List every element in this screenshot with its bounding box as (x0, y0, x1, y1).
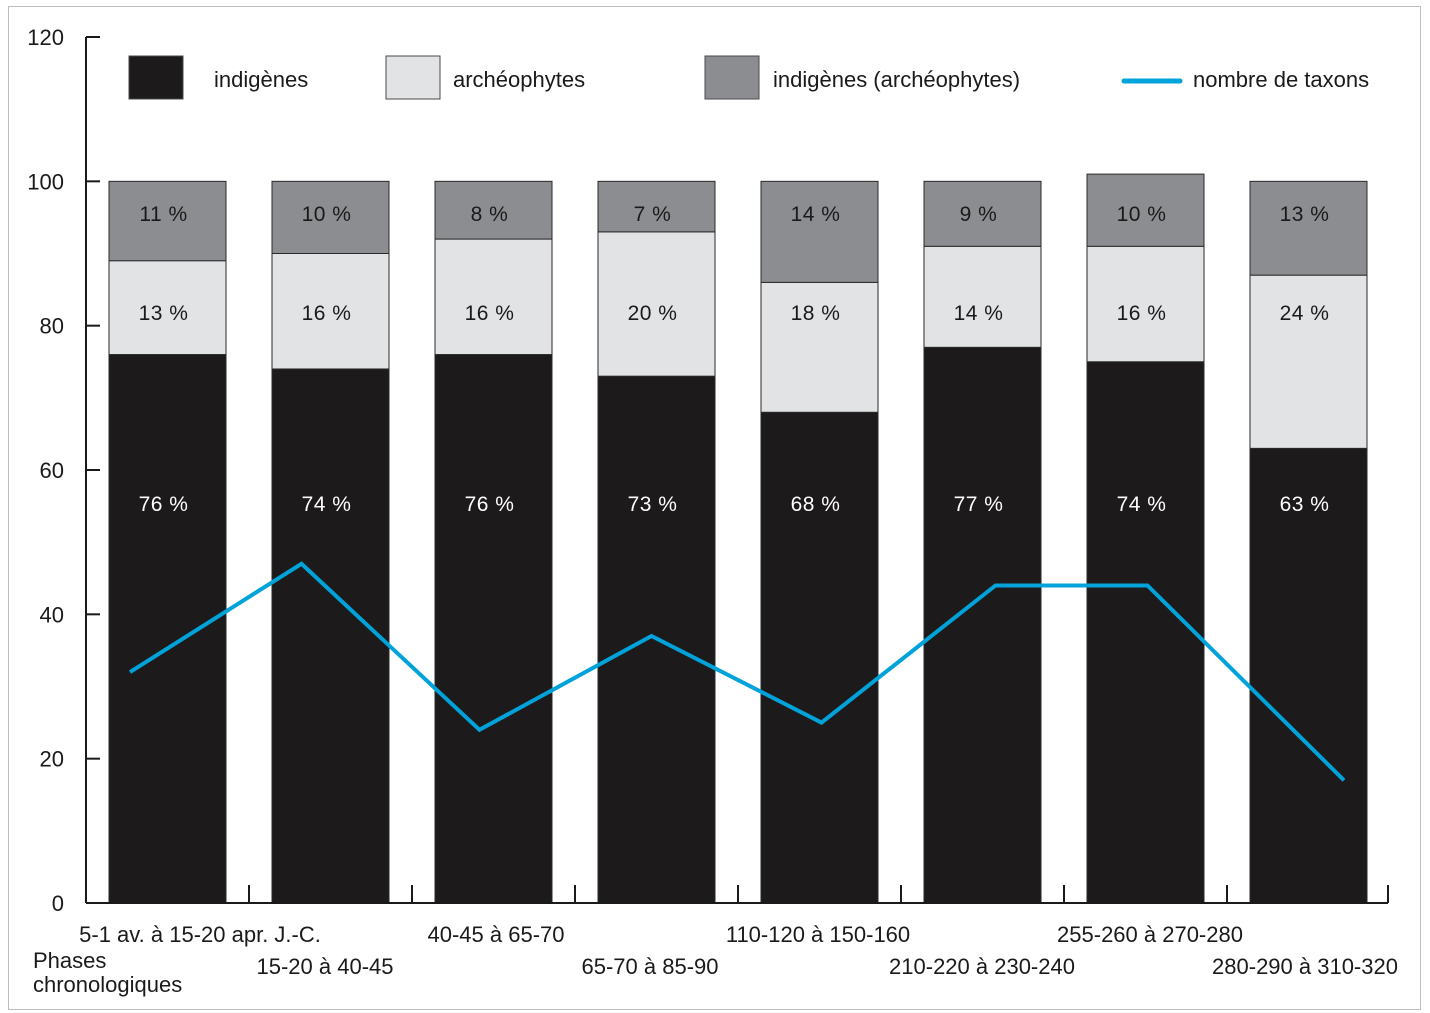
y-tick-label: 20 (40, 747, 64, 772)
bar-segment (1086, 173, 1205, 247)
bar-value-label: 11 % (139, 203, 187, 226)
bar-segment (271, 368, 390, 904)
bar-segment (434, 180, 553, 240)
x-axis-title: Phases chronologiques (33, 948, 182, 997)
bar-value-label: 68 % (791, 493, 841, 516)
bar-value-label: 13 % (139, 302, 189, 325)
bar-value-label: 16 % (1117, 302, 1167, 325)
category-label: 5-1 av. à 15-20 apr. J.-C. (79, 922, 321, 947)
y-tick-label: 120 (27, 25, 64, 50)
legend-label: indigènes (214, 67, 308, 92)
bar-segment (597, 180, 716, 233)
bar-value-label: 77 % (954, 493, 1004, 516)
category-label: 210-220 à 230-240 (889, 954, 1075, 979)
bar-segment (760, 180, 879, 283)
bar-value-label: 63 % (1280, 493, 1330, 516)
bar-value-label: 76 % (465, 493, 515, 516)
bar-segment (923, 346, 1042, 904)
bar-value-label: 16 % (302, 302, 352, 325)
bar-segment (434, 354, 553, 904)
bar-segment (923, 180, 1042, 247)
y-tick-label: 100 (27, 169, 64, 194)
bar-segment (108, 354, 227, 904)
y-tick-label: 0 (52, 891, 64, 916)
category-labels: 5-1 av. à 15-20 apr. J.-C. 15-20 à 40-45 4… (33, 922, 1398, 997)
y-tick-label: 40 (40, 602, 64, 627)
bar-value-label: 74 % (1117, 493, 1167, 516)
bar-segment (1249, 274, 1368, 449)
category-label: 65-70 à 85-90 (582, 954, 719, 979)
bar-value-label: 14 % (954, 302, 1004, 325)
bar-segment (1086, 361, 1205, 904)
category-label: 110-120 à 150-160 (726, 922, 910, 947)
category-label: 40-45 à 65-70 (428, 922, 565, 947)
bar-segment (434, 238, 553, 356)
y-tick-label: 60 (40, 458, 64, 483)
bar-value-label: 13 % (1280, 203, 1330, 226)
bar-value-label: 74 % (302, 493, 352, 516)
bar-value-label: 73 % (628, 493, 678, 516)
bar-value-label: 16 % (465, 302, 515, 325)
bar-value-label: 76 % (139, 493, 189, 516)
x-axis-title-line: Phases (33, 948, 106, 973)
legend-swatch (385, 55, 441, 100)
bar-value-label: 20 % (628, 302, 678, 325)
bars-layer: 76 % 13 % 11 % 74 % 16 % 10 % 76 % 16 % 8 % 73 % 2… (108, 173, 1368, 904)
bar-segment (597, 231, 716, 377)
bar-value-label: 18 % (791, 302, 841, 325)
bar-value-label: 7 % (634, 203, 672, 226)
category-label: 255-260 à 270-280 (1057, 922, 1243, 947)
taxa-count-line (128, 561, 1346, 782)
bar-segment (923, 245, 1042, 348)
bar-segment (1249, 180, 1368, 276)
chart-frame (8, 6, 1421, 1010)
bar-value-label: 24 % (1280, 302, 1330, 325)
x-axis-title-line: chronologiques (33, 972, 182, 997)
bar-segment (760, 281, 879, 413)
bar-value-label: 9 % (960, 203, 998, 226)
category-label: 15-20 à 40-45 (257, 954, 394, 979)
bar-segment (760, 411, 879, 904)
category-label: 280-290 à 310-320 (1212, 954, 1398, 979)
legend-swatch (128, 55, 184, 100)
bar-segment (108, 180, 227, 262)
legend-label: indigènes (archéophytes) (773, 67, 1020, 92)
y-tick-label: 80 (40, 314, 64, 339)
bar-value-label: 10 % (1117, 203, 1167, 226)
bar-segment (1249, 447, 1368, 904)
bar-segment (1086, 245, 1205, 363)
legend-label: nombre de taxons (1193, 67, 1369, 92)
axis-layer: 0 20 40 60 80 100 120 (27, 25, 1389, 916)
bar-segment (271, 180, 390, 254)
line-layer (128, 561, 1346, 782)
bar-value-label: 10 % (302, 203, 352, 226)
bar-value-label: 14 % (791, 203, 841, 226)
legend-swatch (704, 55, 760, 100)
legend-label: archéophytes (453, 67, 585, 92)
bar-value-label: 8 % (471, 203, 509, 226)
legend: indigènes archéophytes indigènes (archéoph… (128, 55, 1369, 100)
